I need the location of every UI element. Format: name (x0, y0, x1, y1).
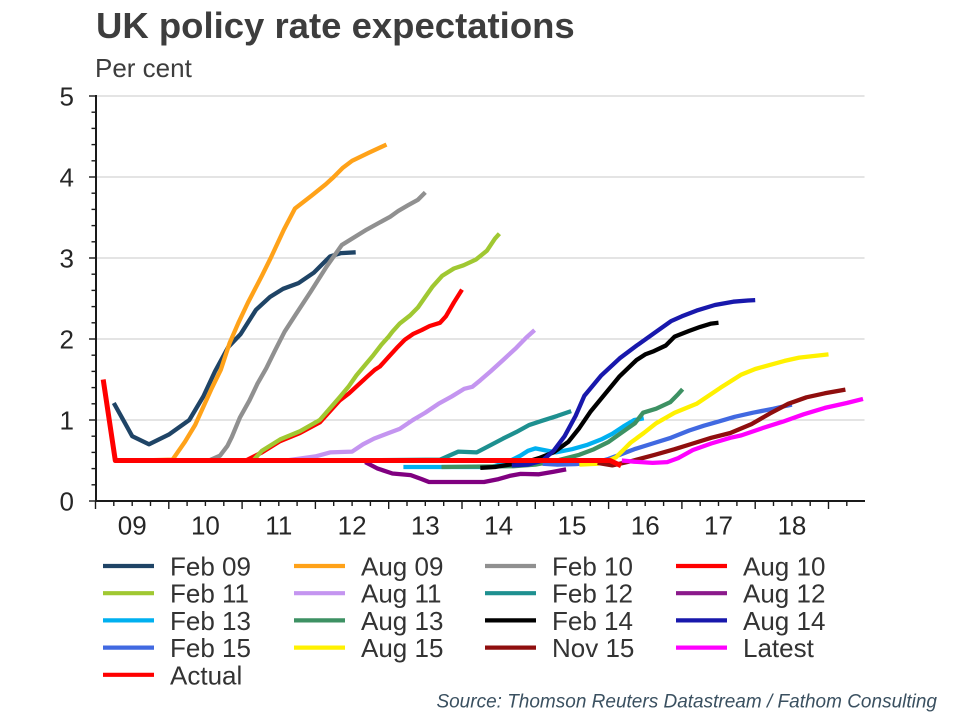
svg-text:0: 0 (60, 487, 74, 517)
svg-text:Feb 09: Feb 09 (170, 552, 251, 582)
svg-text:Feb 14: Feb 14 (552, 606, 633, 636)
svg-text:14: 14 (484, 511, 513, 541)
svg-text:16: 16 (631, 511, 660, 541)
svg-text:Aug 12: Aug 12 (743, 579, 825, 609)
svg-text:Actual: Actual (170, 660, 242, 690)
svg-text:Aug 09: Aug 09 (361, 552, 443, 582)
svg-text:Feb 15: Feb 15 (170, 633, 251, 663)
svg-text:1: 1 (60, 406, 74, 436)
svg-text:Per cent: Per cent (95, 53, 193, 83)
svg-text:4: 4 (60, 163, 74, 193)
svg-text:11: 11 (265, 511, 292, 541)
svg-text:2: 2 (60, 325, 74, 355)
svg-text:17: 17 (704, 511, 733, 541)
svg-text:Source: Thomson Reuters Datast: Source: Thomson Reuters Datastream / Fat… (436, 692, 937, 713)
svg-text:Latest: Latest (743, 633, 815, 663)
svg-text:3: 3 (60, 244, 74, 274)
svg-text:Feb 10: Feb 10 (552, 552, 633, 582)
svg-text:Aug 13: Aug 13 (361, 606, 443, 636)
svg-text:Aug 15: Aug 15 (361, 633, 443, 663)
svg-text:09: 09 (118, 511, 147, 541)
svg-text:Feb 12: Feb 12 (552, 579, 633, 609)
svg-text:12: 12 (338, 511, 367, 541)
svg-text:Aug 10: Aug 10 (743, 552, 825, 582)
svg-text:Nov 15: Nov 15 (552, 633, 634, 663)
svg-text:Aug 11: Aug 11 (361, 579, 441, 609)
svg-text:5: 5 (60, 82, 74, 112)
svg-text:Feb 11: Feb 11 (170, 579, 249, 609)
svg-text:15: 15 (558, 511, 587, 541)
svg-text:18: 18 (777, 511, 806, 541)
svg-text:13: 13 (411, 511, 440, 541)
svg-text:UK policy rate expectations: UK policy rate expectations (96, 5, 575, 46)
svg-text:Feb 13: Feb 13 (170, 606, 251, 636)
svg-text:10: 10 (191, 511, 220, 541)
svg-text:Aug 14: Aug 14 (743, 606, 825, 636)
